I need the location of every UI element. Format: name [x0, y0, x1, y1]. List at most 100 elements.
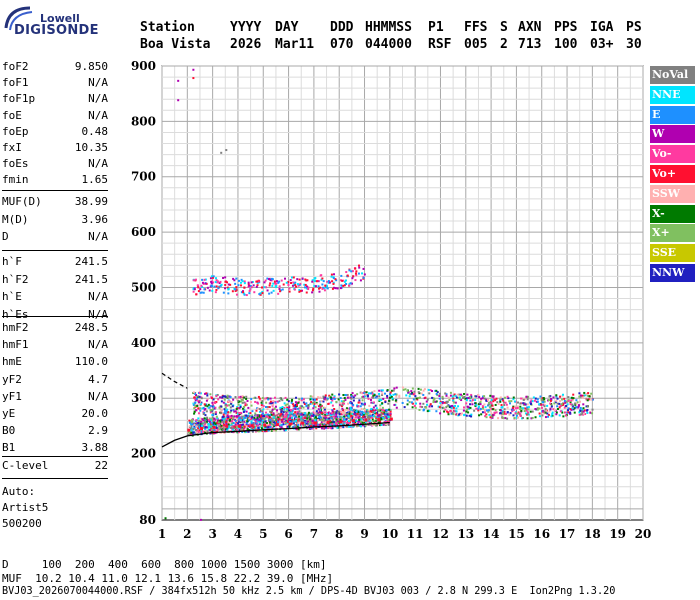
echo-point	[327, 280, 330, 283]
echo-point	[370, 401, 373, 404]
auto-line: 500200	[2, 517, 42, 530]
echo-point	[538, 412, 541, 415]
echo-point	[309, 395, 312, 398]
echo-point	[375, 412, 378, 415]
echo-point	[263, 398, 266, 401]
echo-point	[229, 283, 232, 286]
echo-point	[589, 410, 592, 413]
echo-point	[193, 397, 196, 400]
echo-point	[227, 417, 230, 420]
echo-point	[218, 285, 221, 288]
echo-point	[226, 394, 229, 397]
f2-trace-point	[339, 420, 343, 424]
echo-point	[338, 393, 341, 396]
echo-point	[372, 394, 375, 397]
echo-point	[465, 414, 468, 417]
echo-point	[558, 402, 561, 405]
echo-point	[467, 407, 470, 410]
echo-point	[290, 417, 293, 420]
echo-point	[239, 419, 242, 422]
echo-point	[352, 396, 355, 399]
echo-point	[453, 410, 456, 413]
echo-point	[542, 396, 545, 399]
footer-distance-line: D 100 200 400 600 800 1000 1500 3000 [km…	[2, 558, 327, 571]
echo-point	[203, 417, 206, 420]
echo-point	[207, 426, 210, 429]
echo-point	[250, 281, 253, 284]
echo-point	[250, 422, 253, 425]
echo-point	[328, 421, 331, 424]
echo-point	[452, 406, 455, 409]
echo-point	[372, 406, 375, 409]
echo-point	[378, 424, 381, 427]
echo-point	[281, 420, 284, 423]
echo-point	[211, 289, 214, 292]
echo-point	[227, 287, 230, 290]
echo-point	[309, 423, 312, 426]
echo-point	[218, 425, 221, 428]
echo-point	[232, 421, 235, 424]
echo-point	[333, 286, 336, 289]
echo-point	[431, 390, 434, 393]
echo-point	[187, 431, 190, 434]
echo-point	[362, 395, 365, 398]
echo-point	[349, 401, 352, 404]
echo-point	[487, 398, 490, 401]
echo-point	[549, 407, 552, 410]
echo-point	[215, 415, 218, 418]
echo-point	[367, 419, 370, 422]
echo-point	[302, 398, 305, 401]
echo-point	[506, 406, 509, 409]
echo-point	[336, 426, 339, 429]
echo-point	[343, 402, 346, 405]
echo-point	[323, 287, 326, 290]
echo-point	[247, 430, 250, 433]
echo-point	[307, 288, 310, 291]
echo-point	[190, 425, 193, 428]
echo-point	[544, 416, 547, 419]
echo-point	[238, 431, 241, 434]
echo-point	[422, 389, 425, 392]
legend-item-x: X-	[650, 204, 695, 223]
echo-point	[259, 399, 262, 402]
y-tick-label: 700	[131, 170, 156, 184]
echo-point	[315, 401, 318, 404]
echo-point	[260, 286, 263, 289]
echo-point	[290, 415, 293, 418]
echo-point	[300, 422, 303, 425]
echo-point	[261, 412, 264, 415]
echo-point	[327, 427, 330, 430]
echo-point	[276, 417, 279, 420]
echo-point	[335, 422, 338, 425]
echo-point	[360, 418, 363, 421]
echo-point	[360, 407, 363, 410]
echo-point	[494, 399, 497, 402]
echo-point	[423, 388, 426, 391]
echo-point	[492, 414, 495, 417]
echo-point	[210, 424, 213, 427]
echo-point	[298, 278, 301, 281]
echo-point	[471, 399, 474, 402]
echo-point	[354, 412, 357, 415]
echo-point	[208, 420, 211, 423]
echo-point	[275, 411, 278, 414]
echo-point	[340, 405, 343, 408]
echo-point	[210, 430, 213, 433]
echo-point	[194, 278, 197, 281]
echo-point	[292, 413, 295, 416]
echo-point	[251, 414, 254, 417]
echo-point	[382, 411, 385, 414]
echo-point	[499, 400, 502, 403]
echo-point	[279, 414, 282, 417]
echo-point	[377, 414, 380, 417]
echo-point	[363, 416, 366, 419]
echo-point	[258, 397, 261, 400]
echo-point	[564, 401, 567, 404]
echo-point	[276, 409, 279, 412]
echo-point	[192, 402, 195, 405]
param-value: 1.65	[81, 173, 109, 187]
echo-point	[250, 404, 253, 407]
echo-point	[226, 429, 229, 432]
echo-point	[190, 422, 193, 425]
echo-point	[227, 283, 230, 286]
